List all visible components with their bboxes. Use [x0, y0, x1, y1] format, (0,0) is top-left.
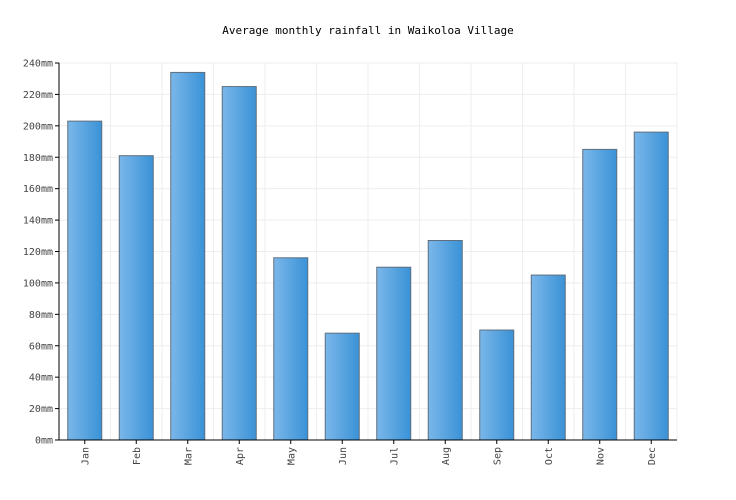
x-tick-label: Nov: [595, 447, 606, 465]
y-tick-label: 120mm: [23, 247, 53, 258]
bar-jul: [376, 266, 412, 441]
bar-oct: [530, 274, 566, 441]
x-tick-label: Jul: [389, 447, 400, 465]
y-tick-label: 80mm: [29, 310, 53, 321]
y-tick-label: 160mm: [23, 184, 53, 195]
x-tick-label: Jun: [338, 447, 349, 465]
y-tick-label: 240mm: [23, 59, 53, 70]
bar-sep: [479, 329, 515, 441]
x-tick-label: Apr: [235, 447, 246, 465]
x-tick-label: Mar: [183, 447, 194, 465]
y-tick-label: 40mm: [29, 373, 53, 384]
chart-title: Average monthly rainfall in Waikoloa Vil…: [222, 24, 514, 37]
x-tick-label: Oct: [544, 447, 555, 465]
bar-mar: [170, 71, 206, 441]
bar-nov: [582, 148, 618, 441]
y-tick-label: 200mm: [23, 121, 53, 132]
y-tick-label: 0mm: [35, 436, 53, 447]
bar-feb: [118, 155, 154, 441]
bar-jun: [324, 332, 360, 441]
y-tick-label: 60mm: [29, 341, 53, 352]
x-tick-label: Dec: [647, 447, 658, 465]
bar-aug: [427, 240, 463, 441]
y-tick-label: 140mm: [23, 216, 53, 227]
y-tick-label: 220mm: [23, 90, 53, 101]
x-tick-label: Aug: [441, 447, 452, 465]
x-tick-label: Jan: [80, 447, 91, 465]
x-tick-label: Sep: [492, 447, 503, 465]
bar-dec: [633, 131, 669, 441]
y-tick-label: 20mm: [29, 404, 53, 415]
x-tick-label: May: [286, 447, 297, 465]
bar-apr: [221, 86, 257, 441]
y-tick-label: 180mm: [23, 153, 53, 164]
bar-jan: [67, 120, 103, 441]
bar-may: [273, 257, 309, 441]
y-tick-label: 100mm: [23, 278, 53, 289]
x-tick-label: Feb: [132, 447, 143, 465]
